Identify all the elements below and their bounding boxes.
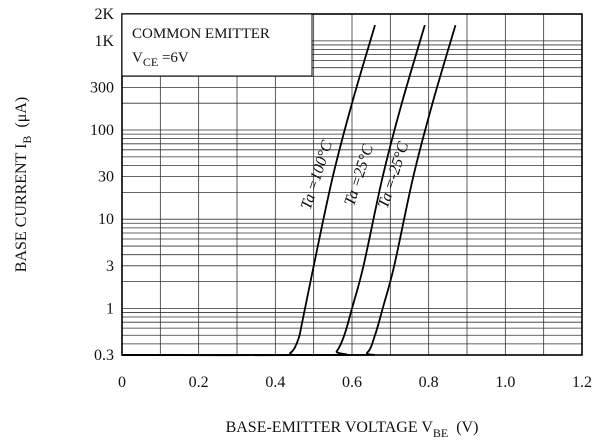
x-tick-label: 0.2 [189, 374, 209, 391]
y-tick-label: 1 [106, 300, 114, 317]
y-tick-label: 0.3 [94, 347, 114, 364]
y-tick-label: 30 [98, 169, 114, 186]
legend-box: COMMON EMITTER VCE =6V [121, 13, 313, 77]
series-label-2: Ta =25°C [341, 142, 377, 208]
series-layer [121, 24, 457, 357]
y-tick-label: 1K [94, 33, 114, 50]
x-tick-label: 0 [118, 374, 126, 391]
y-tick-label: 10 [98, 211, 114, 228]
series-label-3: Ta =-25°C [375, 140, 412, 211]
x-axis-label: BASE-EMITTER VOLTAGE VBE (V) [226, 419, 479, 440]
series-label-1: Ta =100°C [298, 138, 336, 211]
y-tick-labels: 0.3 1 3 10 30 100 300 1K 2K [90, 6, 114, 364]
series-line-3 [121, 24, 457, 357]
x-tick-labels: 0 0.2 0.4 0.6 0.8 1.0 1.2 [118, 374, 592, 391]
x-tick-label: 1.0 [495, 374, 515, 391]
y-tick-label: 3 [106, 258, 114, 275]
y-axis-label: BASE CURRENT IB (μA) [13, 97, 34, 272]
curve-labels: Ta =100°C Ta =25°CTa =-25°C [298, 138, 413, 211]
x-tick-label: 0.4 [265, 374, 285, 391]
x-tick-label: 0.8 [419, 374, 439, 391]
grid [122, 14, 582, 355]
x-tick-label: 0.6 [342, 374, 362, 391]
y-tick-label: 100 [90, 122, 114, 139]
legend-line-common-emitter: COMMON EMITTER [132, 26, 270, 42]
y-tick-label: 2K [94, 6, 114, 23]
x-tick-label: 1.2 [572, 374, 592, 391]
y-tick-label: 300 [90, 79, 114, 96]
legend-line-vce: VCE =6V [132, 50, 189, 69]
